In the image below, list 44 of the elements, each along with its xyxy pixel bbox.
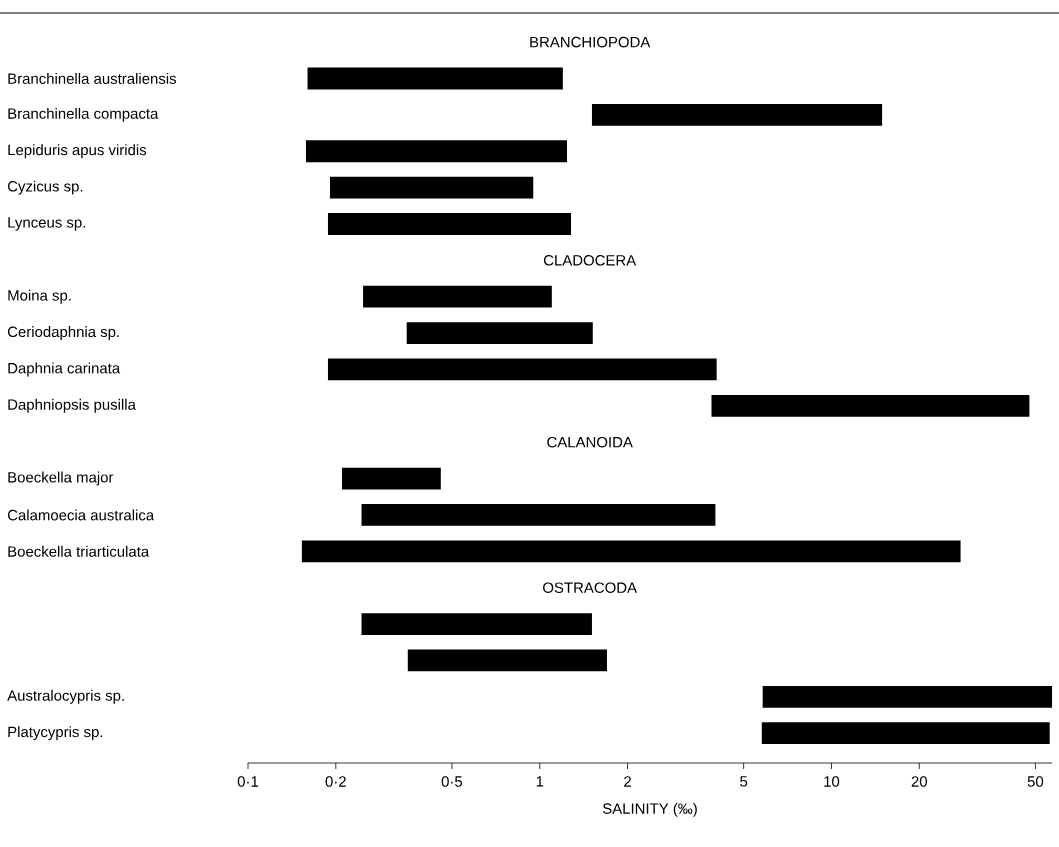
- y-tick-label: Daphniopsis pusilla: [8, 398, 136, 413]
- y-tick-label: Platycypris sp.: [8, 726, 103, 741]
- bar: [406, 322, 593, 344]
- y-tick-label: Branchinella australiensis: [8, 72, 177, 84]
- bar: [301, 540, 961, 563]
- y-tick-label: Boeckella major: [8, 471, 114, 486]
- y-tick-label: Lepiduris apus viridis: [8, 144, 147, 159]
- annotation: CLADOCERA: [543, 255, 637, 266]
- bar: [342, 467, 441, 490]
- bar: [762, 685, 1053, 708]
- y-tick-label: Australocypris sp.: [7, 689, 124, 704]
- y-tick-label: Lynceus sp.: [8, 217, 85, 231]
- bar: [407, 649, 607, 672]
- bar: [329, 176, 534, 199]
- x-tick-label: 0·1: [237, 776, 259, 787]
- bar: [361, 613, 592, 635]
- y-tick-label: Cyzicus sp.: [7, 180, 83, 195]
- x-tick-label: 0·2: [325, 776, 346, 787]
- y-tick-label: Moina sp.: [8, 289, 71, 304]
- x-axis-title: SALINITY (‰): [602, 802, 697, 817]
- bar: [363, 285, 552, 308]
- y-tick-label: Boeckella triarticulata: [8, 545, 150, 557]
- annotation: BRANCHIOPODA: [530, 36, 651, 48]
- annotation: OSTRACODA: [543, 582, 637, 593]
- bar: [591, 103, 883, 126]
- x-tick-label: 10: [824, 776, 840, 787]
- bar: [307, 67, 563, 90]
- bar: [327, 213, 572, 235]
- bar: [361, 504, 716, 526]
- y-tick-label: Ceriodaphnia sp.: [7, 326, 119, 341]
- y-tick-label: Calamoecia australica: [7, 509, 155, 521]
- annotation: CALANOIDA: [547, 436, 633, 448]
- x-tick-label: 50: [1027, 776, 1044, 787]
- bar: [711, 394, 1030, 417]
- x-tick-label: 2: [624, 776, 631, 787]
- x-tick-label: 0·5: [441, 776, 463, 787]
- x-tick-label: 5: [740, 776, 748, 787]
- y-tick-label: Branchinella compacta: [8, 107, 159, 122]
- x-tick-label: 1: [536, 776, 544, 787]
- y-tick-label: Daphnia carinata: [8, 362, 121, 377]
- x-tick-label: 20: [911, 776, 928, 787]
- bar: [327, 358, 717, 381]
- bar: [761, 722, 1050, 745]
- bar: [305, 140, 567, 163]
